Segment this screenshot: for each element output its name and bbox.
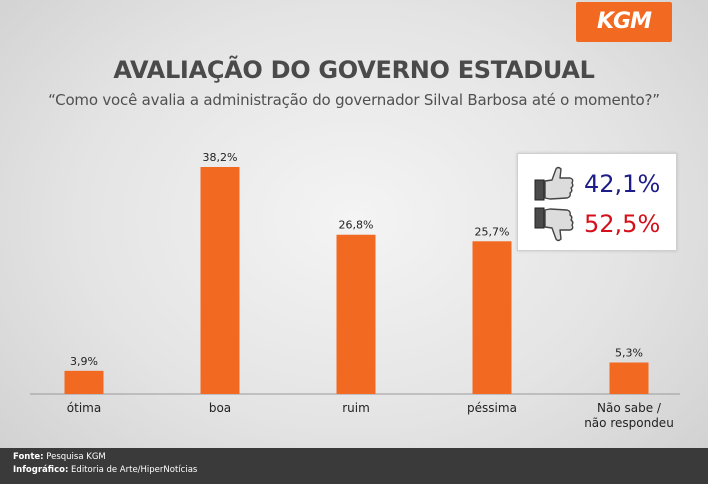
approval-negative-row: 52,5% — [534, 204, 660, 244]
footer-credit-value: Editoria de Arte/HiperNotícias — [71, 465, 198, 475]
footer-credit: Infográfico: Editoria de Arte/HiperNotíc… — [13, 465, 197, 475]
chart-subtitle: “Como você avalia a administração do gov… — [48, 91, 660, 109]
bar-chart: 3,9% ótima 38,2% boa 26,8% ruim 25,7% péssima 5,… — [30, 151, 680, 430]
footer-source: Fonte: Pesquisa KGM — [13, 452, 106, 462]
bar-value-label-0: 3,9% — [70, 355, 98, 368]
category-label-0: ótima — [67, 401, 101, 415]
footer: Fonte: Pesquisa KGM Infográfico: Editori… — [0, 448, 708, 484]
thumbs-down-icon — [534, 207, 574, 242]
bar-value-label-2: 26,8% — [339, 219, 374, 232]
category-label-1: boa — [209, 401, 231, 415]
approval-negative-value: 52,5% — [584, 210, 661, 238]
category-label-3: péssima — [467, 401, 517, 415]
category-label-2: ruim — [342, 401, 370, 415]
bar-4 — [609, 362, 649, 394]
bar-1 — [200, 167, 240, 394]
thumbs-up-icon — [534, 166, 574, 201]
bar-value-label-1: 38,2% — [203, 151, 238, 164]
bar-value-label-3: 25,7% — [475, 225, 510, 238]
footer-credit-label: Infográfico: — [13, 465, 69, 475]
bar-value-label-4: 5,3% — [615, 347, 643, 360]
approval-positive-value: 42,1% — [584, 170, 661, 198]
approval-box: 42,1% 52,5% — [517, 153, 677, 251]
approval-positive-row: 42,1% — [534, 164, 660, 204]
bar-3 — [472, 241, 512, 394]
bar-0 — [64, 370, 104, 394]
footer-source-value: Pesquisa KGM — [46, 452, 106, 462]
kgm-logo: KGM — [576, 2, 672, 42]
bar-2 — [336, 234, 376, 394]
footer-source-label: Fonte: — [13, 452, 44, 462]
chart-title: AVALIAÇÃO DO GOVERNO ESTADUAL — [113, 56, 595, 84]
category-label-4: Não sabe / não respondeu — [584, 401, 674, 430]
